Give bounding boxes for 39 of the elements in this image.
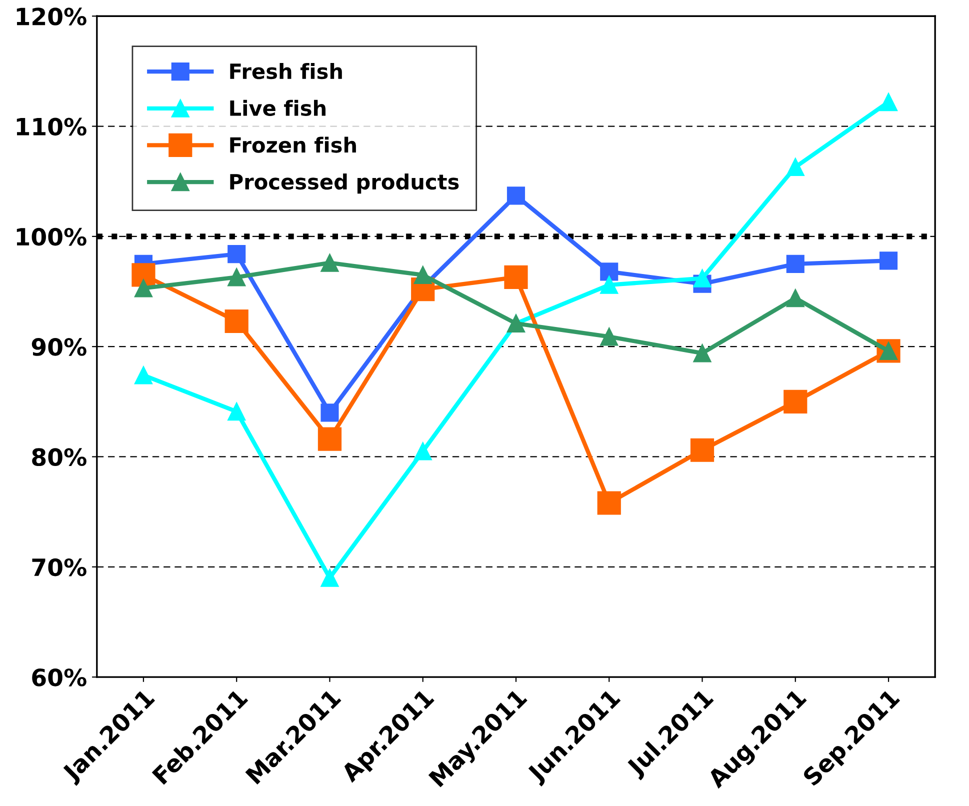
point [784, 390, 808, 414]
legend-label: Frozen fish [230, 136, 356, 153]
point [134, 279, 152, 298]
y-tick-label: 70% [32, 558, 86, 576]
point [879, 93, 898, 112]
point [597, 491, 621, 515]
y-tick-label: 110% [16, 118, 86, 136]
point [690, 438, 714, 462]
point [320, 404, 339, 422]
point [320, 568, 339, 587]
point [600, 276, 618, 294]
point [786, 254, 804, 273]
point [693, 344, 712, 362]
point [228, 268, 246, 286]
point [414, 442, 432, 460]
point [132, 263, 156, 287]
legend-label: Processed products [230, 174, 459, 194]
point [506, 186, 526, 205]
point [504, 265, 528, 289]
point [600, 328, 618, 346]
point [224, 309, 248, 334]
point [318, 427, 342, 451]
point [414, 266, 432, 284]
y-tick-label: 90% [32, 338, 86, 356]
point [228, 402, 246, 421]
y-tick-label: 80% [32, 448, 86, 466]
point [879, 252, 898, 270]
point [134, 366, 152, 384]
y-tick-label: 100% [16, 228, 86, 246]
y-tick-label: 120% [16, 8, 86, 26]
legend-label: Fresh fish [230, 63, 342, 80]
point [693, 269, 712, 288]
legend-label: Live fish [230, 100, 326, 116]
point [600, 262, 618, 281]
y-tick-label: 60% [32, 668, 86, 686]
point [228, 245, 246, 264]
point [786, 158, 804, 176]
point [320, 254, 339, 272]
point [786, 289, 804, 308]
